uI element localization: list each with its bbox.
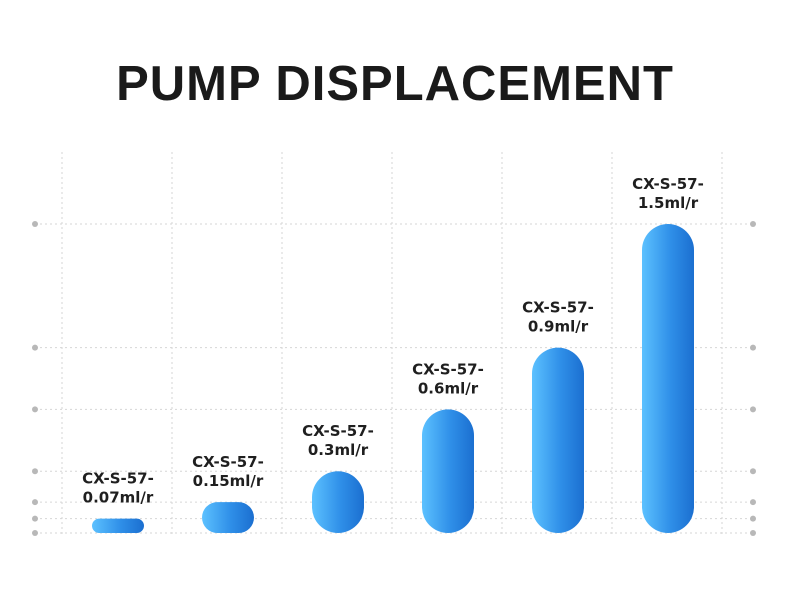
axis-marker-right [750, 530, 756, 536]
bar-label: 0.6ml/r [418, 379, 479, 397]
bar [92, 518, 144, 533]
bar-label: CX-S-57- [632, 175, 704, 193]
bar-label: 1.5ml/r [638, 194, 699, 212]
axis-markers [32, 221, 756, 536]
axis-marker-left [32, 406, 38, 413]
axis-marker-right [750, 499, 756, 506]
bar-label: CX-S-57- [412, 360, 484, 378]
bar [422, 409, 474, 533]
axis-marker-left [32, 468, 38, 475]
bar-label: CX-S-57- [82, 470, 154, 488]
axis-marker-left [32, 515, 38, 522]
axis-marker-right [750, 406, 756, 413]
axis-marker-right [750, 515, 756, 522]
bar [202, 502, 254, 533]
bar-labels: CX-S-57-0.07ml/rCX-S-57-0.15ml/rCX-S-57-… [82, 175, 704, 507]
bar-label: 0.9ml/r [528, 318, 589, 336]
bar-label: CX-S-57- [302, 422, 374, 440]
bar [312, 471, 364, 533]
bar [532, 347, 584, 533]
axis-marker-left [32, 344, 38, 351]
bar-label: CX-S-57- [192, 453, 264, 471]
axis-marker-right [750, 221, 756, 227]
axis-marker-left [32, 530, 38, 536]
bar-label: 0.3ml/r [308, 441, 369, 459]
bar-label: 0.15ml/r [193, 472, 264, 490]
bar-label: 0.07ml/r [83, 489, 154, 507]
bar [642, 224, 694, 533]
bar-label: CX-S-57- [522, 299, 594, 317]
grid [35, 152, 753, 535]
bars [92, 224, 694, 533]
axis-marker-left [32, 221, 38, 227]
axis-marker-left [32, 499, 38, 506]
axis-marker-right [750, 468, 756, 475]
chart-title: PUMP DISPLACEMENT [116, 57, 674, 111]
axis-marker-right [750, 344, 756, 351]
